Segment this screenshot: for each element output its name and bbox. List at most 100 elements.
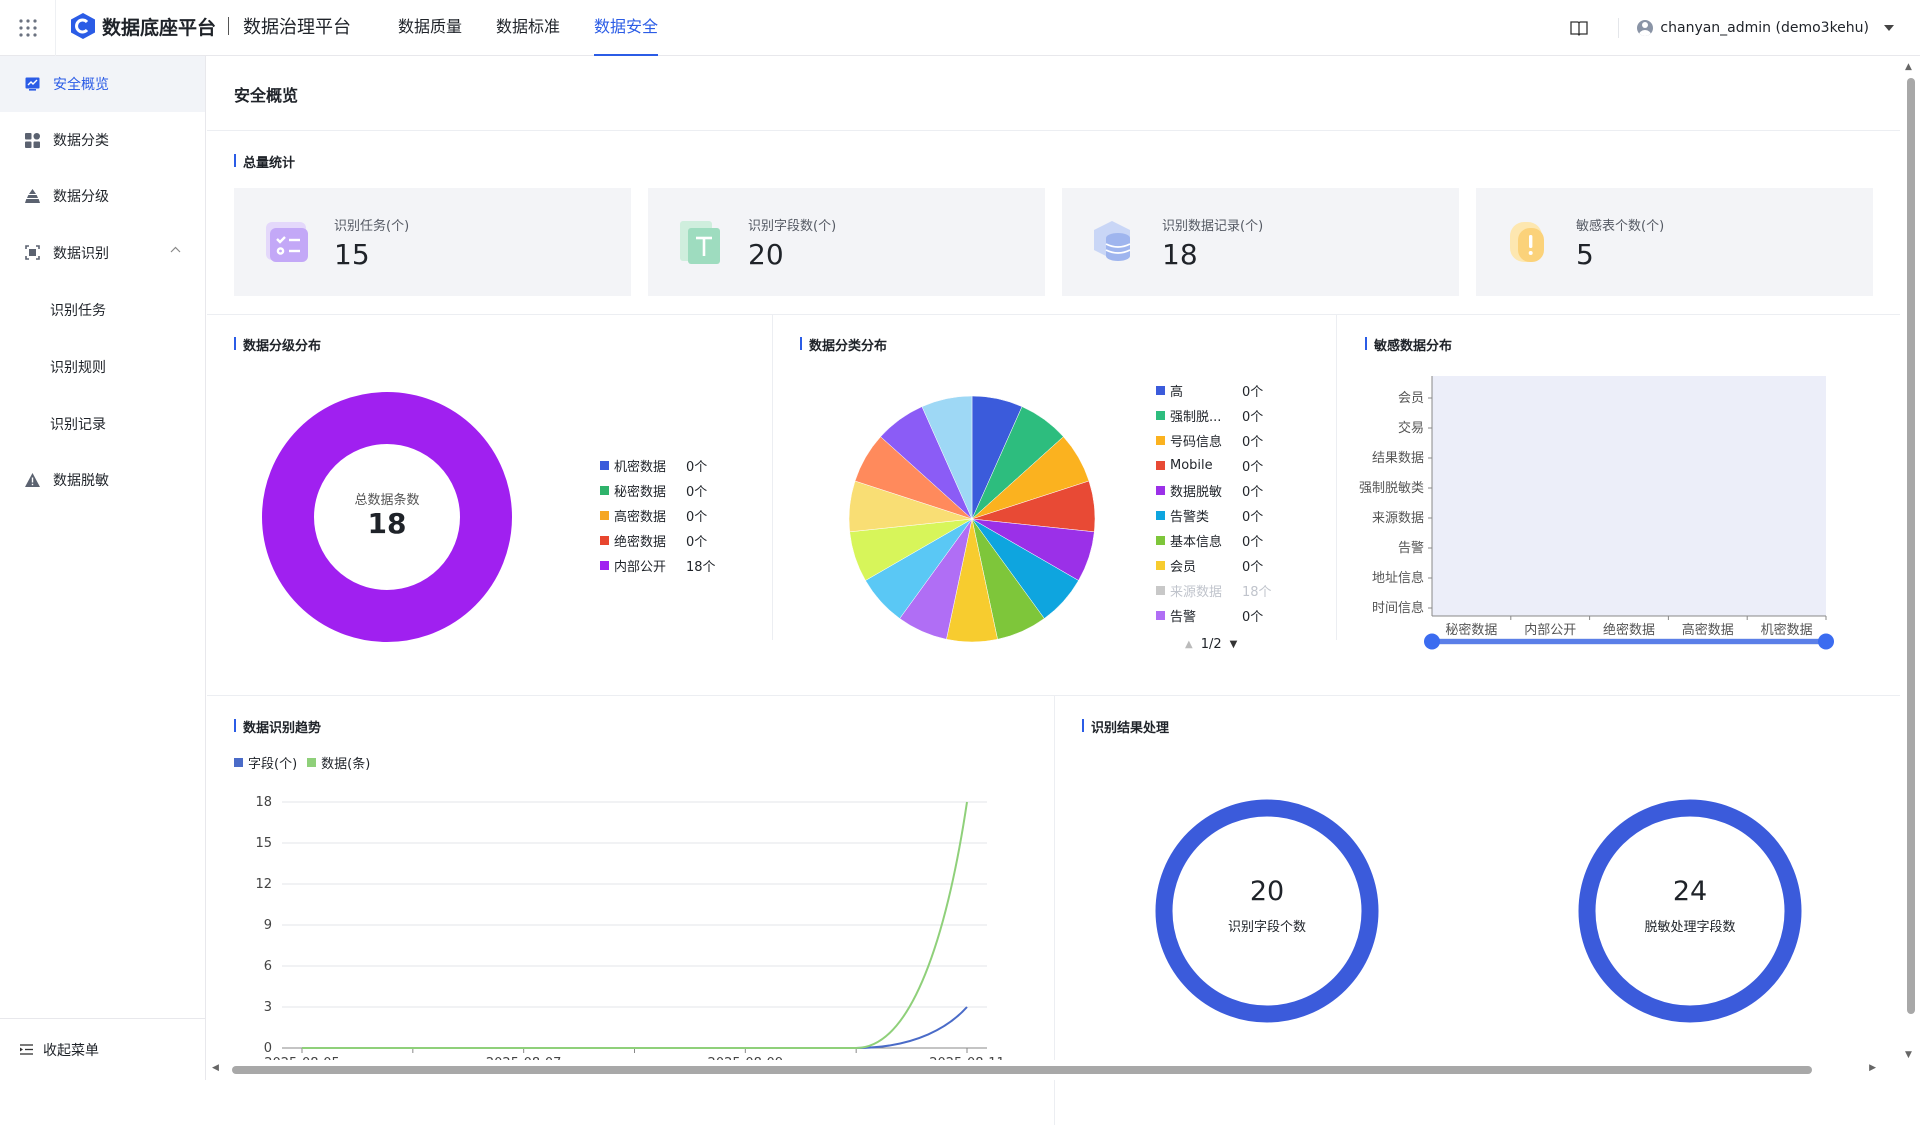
vertical-scrollbar[interactable]: ▲ ▼ <box>1900 56 1920 1080</box>
trend-panel: 数据识别趋势 <box>234 717 321 736</box>
donut-center-label: 总数据条数 <box>257 489 517 508</box>
scrollbar-thumb[interactable] <box>1907 78 1915 1014</box>
donut-center-value: 18 <box>257 507 517 540</box>
legend-value: 0个 <box>1242 531 1263 550</box>
scroll-right-icon[interactable]: ▶ <box>1869 1063 1876 1073</box>
sidebar-item-data-grading[interactable]: 数据分级 <box>0 168 205 224</box>
stat-card-tasks[interactable]: 识别任务(个) 15 <box>234 188 631 296</box>
legend-swatch <box>1156 611 1165 620</box>
legend-value: 0个 <box>1242 481 1263 500</box>
class-legend-item[interactable]: 强制脱...0个 <box>1156 403 1272 428</box>
platform-name: 数据治理平台 <box>243 13 351 39</box>
top-right-tools: chanyan_admin (demo3kehu) <box>1570 0 1920 56</box>
x-tick-label: 机密数据 <box>1761 622 1813 638</box>
legend-label: 高 <box>1170 381 1242 400</box>
legend-label: 秘密数据 <box>614 481 686 500</box>
sidebar-item-data-identification[interactable]: 数据识别 <box>0 224 205 281</box>
legend-label: 号码信息 <box>1170 431 1242 450</box>
result-panel: 识别结果处理 <box>1082 717 1169 736</box>
brand-logo[interactable]: 数据底座平台 数据治理平台 <box>70 12 351 40</box>
result-fields-label: 识别字段个数 <box>1152 916 1382 935</box>
result-masked-value: 24 <box>1575 876 1805 907</box>
legend-swatch <box>1156 411 1165 420</box>
y-tick-label: 18 <box>255 795 272 810</box>
sidebar-item-label: 数据分级 <box>53 186 109 206</box>
sidebar-item-label: 数据脱敏 <box>53 470 109 490</box>
y-tick-label: 时间信息 <box>1372 600 1424 616</box>
legend-value: 0个 <box>1242 556 1263 575</box>
y-tick-label: 交易 <box>1398 420 1424 436</box>
legend-value: 0个 <box>1242 606 1263 625</box>
stat-cards: 识别任务(个) 15 识别字段数(个) 20 识别数据记录(个) 18 敏感表个… <box>234 188 1873 296</box>
range-slider-handle-start[interactable] <box>1424 634 1440 650</box>
legend-value: 0个 <box>1242 431 1263 450</box>
nav-data-quality[interactable]: 数据质量 <box>398 0 462 56</box>
chevron-up-icon[interactable] <box>170 246 181 253</box>
sidebar-item-security-overview[interactable]: 安全概览 <box>0 56 205 112</box>
range-slider-fill <box>1432 639 1826 644</box>
chevron-down-icon <box>1884 25 1894 31</box>
stat-card-sensitive-tables[interactable]: 敏感表个数(个) 5 <box>1476 188 1873 296</box>
collapse-menu-button[interactable]: 收起菜单 <box>0 1018 206 1080</box>
book-icon[interactable] <box>1570 20 1588 36</box>
top-nav: 数据质量 数据标准 数据安全 <box>398 0 692 56</box>
legend-swatch <box>600 561 609 570</box>
alert-icon <box>1504 218 1554 268</box>
sensitive-heatmap-chart: 会员交易结果数据强制脱敏类来源数据告警地址信息时间信息秘密数据内部公开绝密数据高… <box>1342 376 1862 666</box>
sidebar-subitem-rules[interactable]: 识别规则 <box>0 338 205 395</box>
stat-card-records[interactable]: 识别数据记录(个) 18 <box>1062 188 1459 296</box>
scroll-down-icon[interactable]: ▼ <box>1905 1050 1912 1060</box>
sidebar-item-data-classification[interactable]: 数据分类 <box>0 112 205 168</box>
legend-label: 机密数据 <box>614 456 686 475</box>
collapse-menu-label: 收起菜单 <box>43 1040 99 1060</box>
trend-legend-item[interactable]: 数据(条) <box>307 753 370 772</box>
y-tick-label: 12 <box>255 877 272 892</box>
legend-swatch <box>1156 586 1165 595</box>
range-slider-handle-end[interactable] <box>1818 634 1834 650</box>
sidebar-subitem-task[interactable]: 识别任务 <box>0 281 205 338</box>
y-tick-label: 3 <box>264 1000 272 1015</box>
sidebar-item-label: 数据识别 <box>53 243 109 263</box>
horizontal-scrollbar[interactable]: ◀ ▶ <box>207 1060 1900 1080</box>
sidebar-subitem-records[interactable]: 识别记录 <box>0 395 205 452</box>
line-series[interactable] <box>302 1007 967 1048</box>
task-icon <box>262 218 312 268</box>
user-menu[interactable]: chanyan_admin (demo3kehu) <box>1618 18 1894 38</box>
y-tick-label: 来源数据 <box>1372 511 1424 526</box>
legend-value: 18个 <box>686 556 716 575</box>
result-fields-value: 20 <box>1152 876 1382 907</box>
y-tick-label: 0 <box>264 1041 272 1056</box>
nav-data-standard[interactable]: 数据标准 <box>496 0 560 56</box>
scroll-up-icon[interactable]: ▲ <box>1905 62 1912 72</box>
y-tick-label: 6 <box>264 959 272 974</box>
scroll-left-icon[interactable]: ◀ <box>212 1063 219 1073</box>
legend-value: 0个 <box>1242 506 1263 525</box>
pager-prev-icon[interactable]: ▲ <box>1185 639 1193 650</box>
trend-legend-item[interactable]: 字段(个) <box>234 753 297 772</box>
section-title-class: 数据分类分布 <box>800 335 887 354</box>
section-title-level: 数据分级分布 <box>234 335 321 354</box>
nav-data-security[interactable]: 数据安全 <box>594 0 658 56</box>
app-launcher-button[interactable] <box>0 0 56 56</box>
stat-card-fields[interactable]: 识别字段数(个) 20 <box>648 188 1045 296</box>
pager-next-icon[interactable]: ▼ <box>1230 639 1238 650</box>
sidebar-item-data-masking[interactable]: 数据脱敏 <box>0 452 205 508</box>
legend-swatch <box>307 758 316 767</box>
legend-swatch <box>1156 511 1165 520</box>
sidebar: 安全概览 数据分类 数据分级 数据识别 识别任务 识别规则 识别记录 数据脱敏 <box>0 56 206 1080</box>
scrollbar-thumb[interactable] <box>232 1066 1812 1074</box>
